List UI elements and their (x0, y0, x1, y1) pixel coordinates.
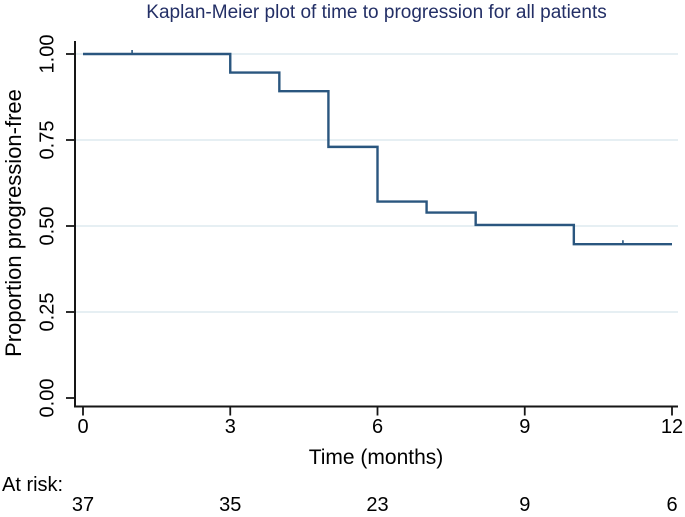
x-tick-label: 6 (371, 415, 384, 438)
at-risk-count: 9 (519, 494, 531, 516)
x-tick-label: 9 (519, 415, 531, 438)
y-tick-label: 0.25 (36, 292, 59, 332)
y-tick-label: 0.00 (36, 378, 59, 418)
y-axis-title: Proportion progression-free (1, 89, 26, 357)
at-risk-count: 6 (666, 494, 678, 516)
x-axis-title: Time (months) (308, 446, 444, 469)
chart-title: Kaplan-Meier plot of time to progression… (146, 2, 607, 23)
x-tick-label: 0 (77, 415, 89, 438)
y-tick-label: 0.75 (36, 120, 59, 160)
at-risk-label: At risk: (2, 474, 64, 496)
x-tick-label: 12 (660, 415, 684, 438)
at-risk-count: 37 (71, 494, 95, 516)
x-tick-label: 3 (224, 415, 236, 438)
y-tick-label: 0.50 (36, 206, 59, 246)
km-step-line (83, 52, 672, 246)
at-risk-count: 23 (366, 494, 389, 516)
at-risk-count: 35 (219, 494, 242, 516)
y-tick-label: 1.00 (36, 34, 59, 74)
